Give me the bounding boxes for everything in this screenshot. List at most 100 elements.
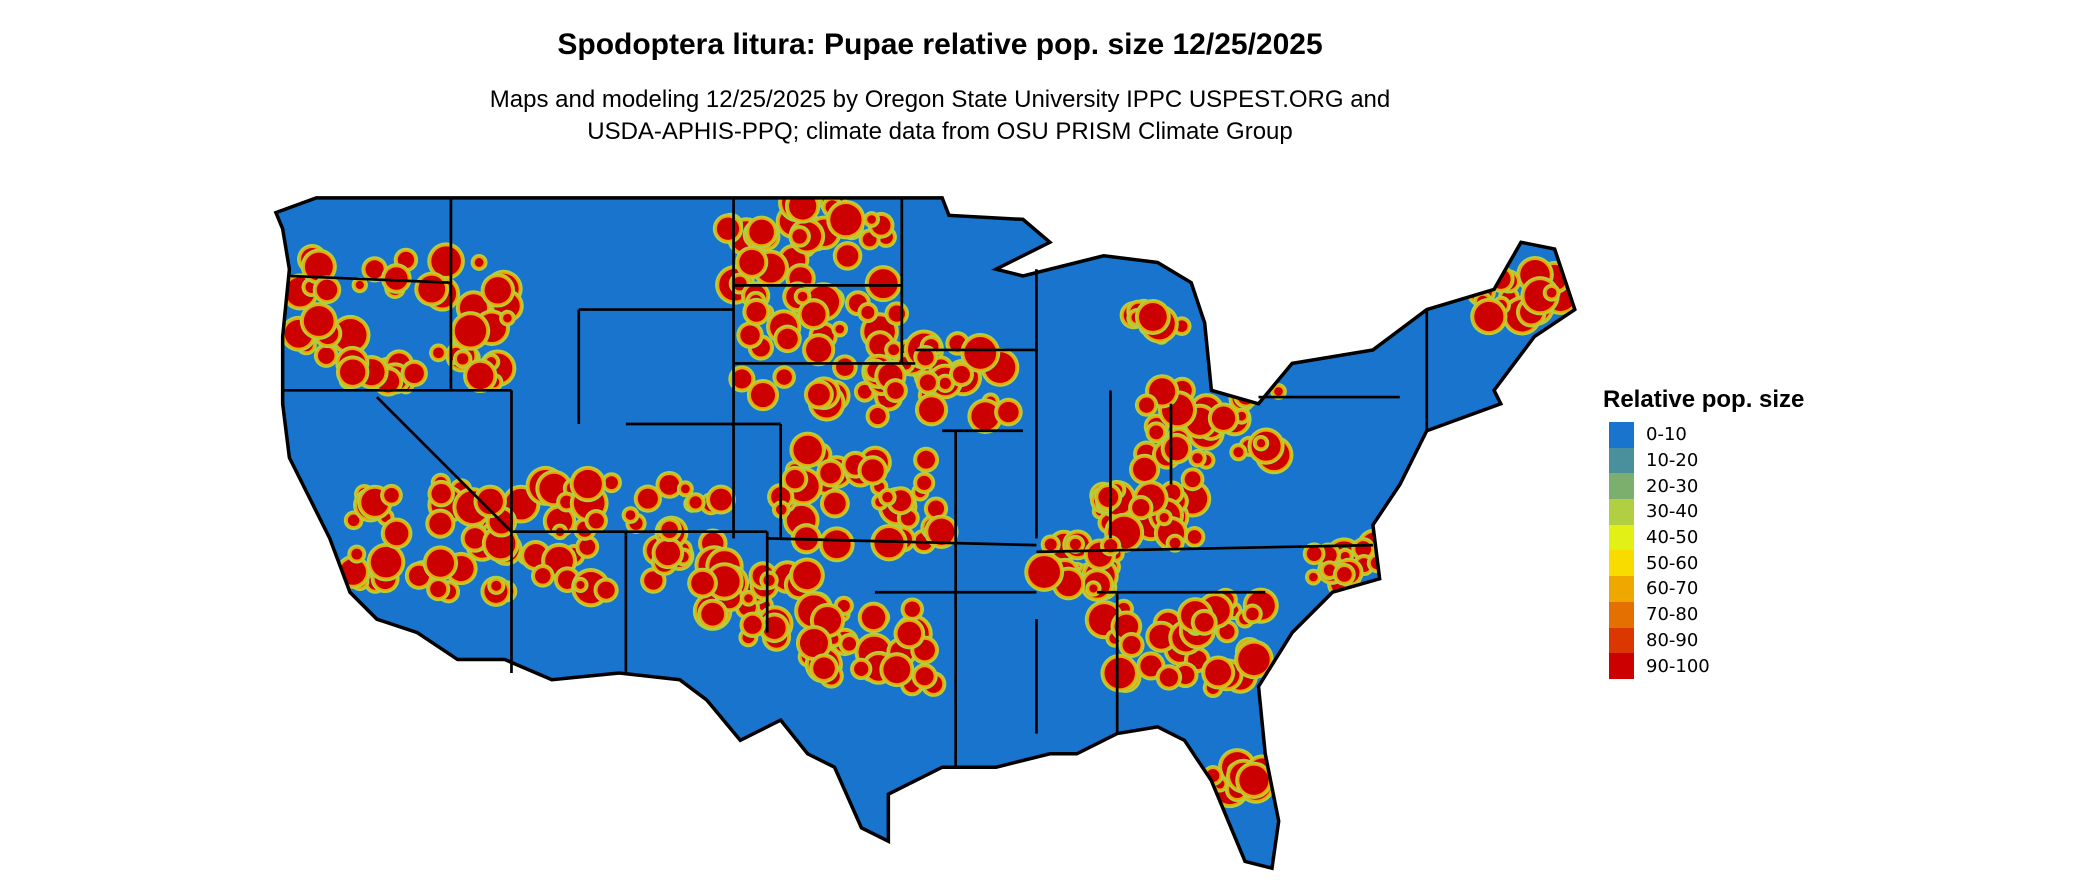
state-borders bbox=[282, 197, 1429, 768]
hotspot bbox=[888, 344, 900, 356]
hotspot bbox=[659, 475, 680, 495]
hotspot bbox=[477, 488, 503, 515]
hotspot bbox=[1159, 668, 1179, 687]
legend-item: 70-80 bbox=[1609, 601, 1804, 628]
hotspot bbox=[605, 476, 618, 490]
hotspot bbox=[1098, 487, 1119, 507]
hotspot bbox=[625, 510, 636, 520]
hotspot bbox=[917, 349, 934, 366]
legend-swatch bbox=[1609, 473, 1634, 500]
hotspot bbox=[1184, 471, 1201, 488]
hotspot bbox=[644, 571, 663, 590]
hotspot bbox=[701, 602, 725, 626]
hotspot bbox=[822, 530, 851, 559]
legend-label: 50-60 bbox=[1646, 552, 1699, 574]
hotspot bbox=[1044, 538, 1057, 551]
hotspot bbox=[1069, 538, 1081, 550]
hotspot bbox=[339, 359, 366, 385]
hotspot bbox=[1138, 397, 1155, 413]
hotspot bbox=[1089, 584, 1098, 593]
hotspot bbox=[857, 384, 872, 399]
hotspot bbox=[397, 251, 415, 269]
hotspot bbox=[883, 656, 911, 684]
hotspot bbox=[1246, 607, 1259, 621]
hotspot bbox=[365, 260, 384, 279]
hotspot bbox=[927, 500, 945, 517]
hotspot bbox=[868, 269, 898, 299]
hotspot bbox=[597, 581, 615, 599]
hotspot bbox=[464, 528, 486, 549]
hotspot bbox=[1164, 436, 1189, 461]
hotspot bbox=[303, 306, 334, 336]
hotspot bbox=[861, 306, 875, 319]
hotspot bbox=[454, 315, 487, 347]
hotspot bbox=[1028, 556, 1061, 588]
hotspot bbox=[637, 488, 658, 509]
hotspot bbox=[842, 637, 857, 651]
hotspot bbox=[744, 594, 753, 603]
hotspot bbox=[385, 267, 408, 290]
national-border bbox=[273, 196, 1577, 871]
hotspot bbox=[776, 369, 792, 385]
hotspot bbox=[370, 546, 402, 578]
hotspot bbox=[964, 337, 997, 369]
hotspot bbox=[835, 324, 845, 334]
hotspot bbox=[998, 401, 1019, 423]
hotspot bbox=[915, 667, 934, 686]
hotspot bbox=[1239, 765, 1269, 795]
hotspot bbox=[431, 246, 461, 276]
legend-item: 30-40 bbox=[1609, 499, 1804, 525]
hotspot bbox=[836, 358, 854, 376]
hotspot bbox=[1192, 453, 1203, 464]
hotspot bbox=[836, 245, 859, 267]
hotspot bbox=[861, 459, 884, 482]
hotspot bbox=[579, 538, 596, 555]
legend-swatch bbox=[1609, 550, 1634, 577]
legend-item: 50-60 bbox=[1609, 550, 1804, 577]
hotspot bbox=[897, 621, 922, 646]
hotspot bbox=[689, 496, 702, 509]
legend-label: 30-40 bbox=[1646, 501, 1699, 523]
hotspot bbox=[680, 484, 690, 494]
hotspot bbox=[820, 462, 841, 484]
legend-swatch bbox=[1609, 447, 1634, 474]
hotspot bbox=[763, 574, 775, 586]
hotspot bbox=[887, 382, 904, 399]
legend-swatch bbox=[1609, 422, 1634, 448]
hotspot bbox=[739, 249, 765, 275]
legend-label: 60-70 bbox=[1646, 578, 1699, 600]
hotspot bbox=[576, 580, 585, 589]
legend-swatch bbox=[1609, 576, 1634, 602]
hotspot bbox=[1219, 624, 1235, 640]
hotspot bbox=[750, 383, 776, 408]
hotspot bbox=[882, 492, 893, 503]
hotspot bbox=[971, 402, 999, 431]
hotspot bbox=[1138, 303, 1167, 331]
state-border bbox=[375, 396, 513, 533]
map-subtitle-line1: Maps and modeling 12/25/2025 by Oregon S… bbox=[489, 86, 1391, 113]
legend-label: 10-20 bbox=[1646, 450, 1699, 472]
hotspot bbox=[560, 495, 573, 509]
hotspot bbox=[474, 258, 484, 267]
hotspot bbox=[763, 616, 786, 640]
hotspot bbox=[740, 325, 760, 345]
hotspot bbox=[485, 528, 516, 559]
hotspot bbox=[426, 549, 455, 577]
hotspot bbox=[917, 475, 932, 490]
hotspot bbox=[799, 628, 828, 658]
hotspot bbox=[1140, 655, 1162, 677]
hotspot bbox=[801, 302, 826, 327]
hotspot bbox=[1132, 499, 1150, 517]
hotspot bbox=[456, 353, 469, 365]
hotspot bbox=[1175, 320, 1188, 332]
legend-item: 10-20 bbox=[1609, 447, 1804, 474]
hotspot bbox=[952, 366, 970, 383]
hotspot bbox=[867, 215, 876, 224]
hotspot bbox=[830, 204, 862, 236]
hotspot bbox=[355, 280, 364, 290]
hotspot bbox=[316, 279, 338, 301]
hotspot bbox=[1337, 567, 1352, 582]
hotspot bbox=[807, 383, 830, 406]
hotspot bbox=[918, 397, 945, 423]
hotspot bbox=[917, 450, 936, 469]
